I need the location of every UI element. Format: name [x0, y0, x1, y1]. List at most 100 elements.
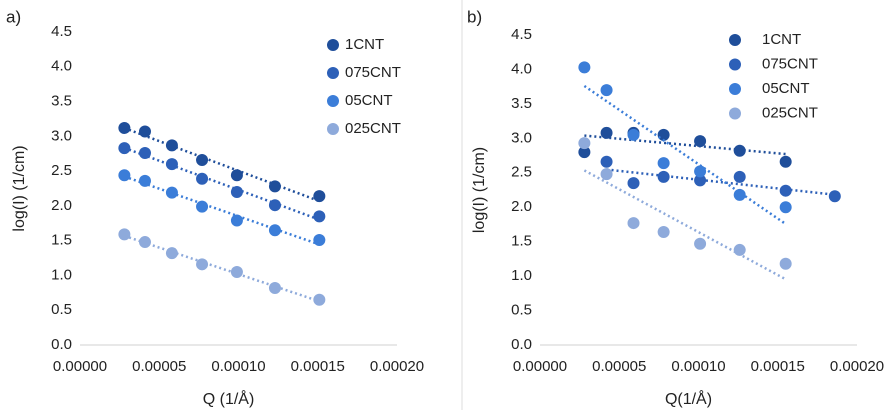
y-tick-label: 4.5 [51, 23, 72, 40]
legend-label: 05CNT [345, 92, 393, 109]
data-point [627, 177, 640, 190]
data-point [733, 188, 746, 201]
y-tick-label: 2.5 [511, 164, 532, 181]
data-point [230, 185, 243, 198]
data-point [196, 258, 209, 271]
x-tick-label: 0.00015 [751, 358, 805, 375]
data-point [138, 147, 151, 160]
x-tick-label: 0.00015 [291, 358, 345, 375]
data-point [733, 170, 746, 183]
legend-label: 1CNT [345, 36, 384, 53]
trendline [584, 134, 786, 156]
data-point [779, 201, 792, 214]
y-axis-title: log(I) (1/cm) [11, 145, 28, 231]
data-point [600, 155, 613, 168]
data-point [118, 228, 131, 241]
legend-label: 025CNT [762, 104, 818, 121]
data-point [313, 210, 326, 223]
data-point [627, 217, 640, 230]
data-point [165, 158, 178, 171]
data-point [196, 200, 209, 213]
legend-marker [729, 83, 741, 95]
data-point [138, 125, 151, 138]
data-point [313, 190, 326, 203]
data-point [600, 84, 613, 97]
legend-label: 075CNT [762, 55, 818, 72]
trendline [123, 126, 320, 203]
data-point [627, 128, 640, 141]
data-point [694, 135, 707, 148]
trendline [123, 146, 320, 221]
data-point [118, 121, 131, 134]
data-point [657, 128, 670, 141]
y-tick-label: 0.5 [511, 302, 532, 319]
y-tick-label: 1.5 [51, 232, 72, 249]
data-point [733, 144, 746, 157]
data-point [196, 172, 209, 185]
legend-marker [729, 34, 741, 46]
panel-label: a) [6, 7, 21, 26]
data-point [118, 169, 131, 182]
y-tick-label: 2.0 [511, 198, 532, 215]
data-point [230, 214, 243, 227]
data-point [230, 169, 243, 182]
data-point [268, 199, 281, 212]
legend-label: 05CNT [762, 80, 810, 97]
data-point [600, 126, 613, 139]
data-point [578, 146, 591, 159]
y-axis-title: log(I) (1/cm) [471, 147, 488, 233]
x-tick-label: 0.00005 [132, 358, 186, 375]
data-point [165, 186, 178, 199]
data-point [779, 155, 792, 168]
y-tick-label: 1.0 [51, 266, 72, 283]
legend-marker [729, 107, 741, 120]
y-tick-label: 0.0 [511, 336, 532, 353]
x-axis-title: Q(1/Å) [665, 389, 712, 408]
data-point [779, 184, 792, 197]
y-tick-label: 2.5 [51, 162, 72, 179]
y-tick-label: 4.5 [511, 26, 532, 43]
legend-label: 075CNT [345, 64, 401, 81]
trendline [583, 84, 787, 226]
data-point [165, 139, 178, 152]
data-point [196, 153, 209, 166]
trendline [123, 175, 320, 246]
data-point [828, 190, 841, 203]
data-point [600, 168, 613, 181]
data-point [657, 157, 670, 170]
panel-label: b) [467, 7, 482, 26]
legend-marker [327, 67, 339, 79]
data-point [268, 180, 281, 193]
y-tick-label: 4.0 [511, 60, 532, 77]
x-tick-label: 0.00000 [53, 358, 107, 375]
x-tick-label: 0.00020 [830, 358, 884, 375]
y-tick-label: 2.0 [51, 197, 72, 214]
data-point [657, 226, 670, 239]
legend-marker [327, 95, 339, 107]
trendline [123, 234, 320, 303]
legend-marker [327, 123, 339, 135]
data-point [733, 243, 746, 256]
trendline [606, 168, 835, 196]
data-point [313, 293, 326, 306]
y-tick-label: 3.0 [51, 127, 72, 144]
x-tick-label: 0.00005 [592, 358, 646, 375]
y-tick-label: 0.0 [51, 336, 72, 353]
x-tick-label: 0.00010 [671, 358, 725, 375]
data-point [657, 170, 670, 183]
data-point [138, 236, 151, 249]
y-tick-label: 1.0 [511, 267, 532, 284]
trendline [583, 169, 787, 281]
data-point [694, 237, 707, 250]
data-point [268, 224, 281, 237]
data-point [779, 257, 792, 270]
x-tick-label: 0.00010 [211, 358, 265, 375]
legend-marker [327, 39, 339, 51]
y-tick-label: 0.5 [51, 301, 72, 318]
y-tick-label: 1.5 [511, 233, 532, 250]
data-point [165, 247, 178, 260]
data-point [578, 61, 591, 74]
y-tick-label: 3.0 [511, 129, 532, 146]
x-axis-title: Q (1/Å) [203, 389, 255, 408]
